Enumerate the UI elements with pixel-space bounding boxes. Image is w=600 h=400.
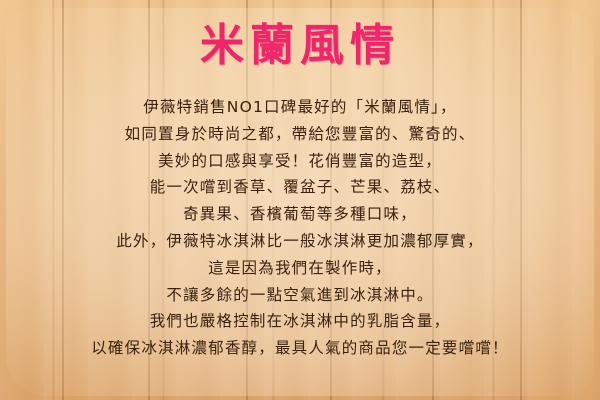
description-paragraph: 伊薇特銷售NO1口碑最好的「米蘭風情」， 如同置身於時尚之都，帶給您豐富的、驚奇… <box>0 94 600 362</box>
description-line: 這是因為我們在製作時， <box>208 258 392 277</box>
description-line: 我們也嚴格控制在冰淇淋中的乳脂含量， <box>149 312 451 331</box>
page-title: 米蘭風情 <box>200 20 400 71</box>
description-line: 奇異果、香檳葡萄等多種口味， <box>183 205 417 224</box>
description-line: 美妙的口感與享受！花俏豐富的造型， <box>158 151 442 170</box>
white-paint-wash <box>6 8 594 396</box>
description-line: 此外，伊薇特冰淇淋比一般冰淇淋更加濃郁厚實， <box>116 231 484 250</box>
description-line: 伊薇特銷售NO1口碑最好的「米蘭風情」， <box>143 98 457 116</box>
description-line: 如同置身於時尚之都，帶給您豐富的、驚奇的、 <box>124 124 476 143</box>
description-line: 以確保冰淇淋濃郁香醇，最具人氣的商品您一定要嚐嚐！ <box>91 339 509 358</box>
description-line: 能一次嚐到香草、覆盆子、芒果、荔枝、 <box>149 178 451 197</box>
description-line: 不讓多餘的一點空氣進到冰淇淋中。 <box>166 285 434 304</box>
